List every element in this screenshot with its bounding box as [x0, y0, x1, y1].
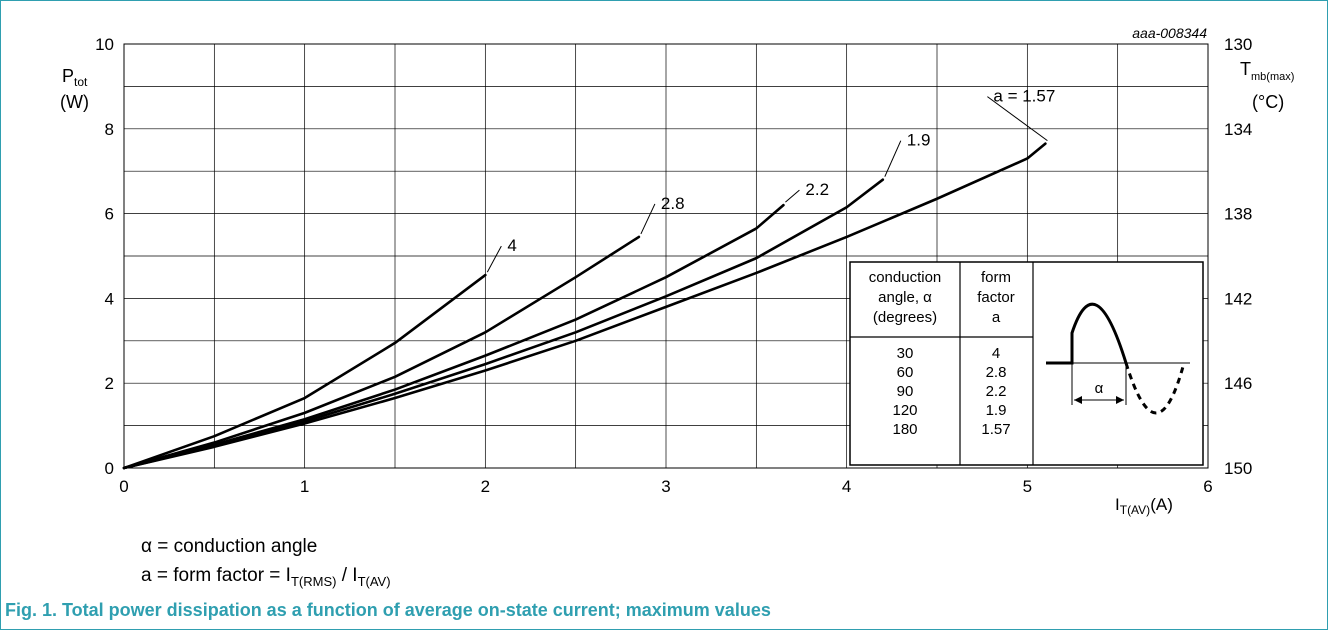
- inset-table: conduction angle, α (degrees) form factor a 30…: [849, 261, 1204, 466]
- x-tick-label: 6: [1203, 477, 1212, 496]
- form-factor-sub-rms: T(RMS): [290, 573, 337, 589]
- waveform-positive-half: [1046, 302, 1128, 365]
- inset-text: conduction angle, α (degrees) form factor a 30…: [869, 269, 1015, 438]
- y2-tick-label: 130: [1224, 35, 1252, 54]
- inset-header-conduction-angle: (degrees): [873, 309, 937, 326]
- y-axis-label-sub: tot: [74, 75, 88, 89]
- form-factor-sub-av: T(AV): [357, 573, 391, 589]
- x-axis-label-sub: T(AV): [1120, 503, 1150, 517]
- y2-axis-unit: (°C): [1252, 92, 1284, 112]
- x-axis-label: IT(AV)(A): [1115, 495, 1173, 517]
- y-tick-label: 10: [95, 35, 114, 54]
- inset-cell-form-factor: 2.8: [986, 364, 1007, 381]
- x-tick-label: 2: [481, 477, 490, 496]
- y-tick-label: 6: [105, 205, 114, 224]
- plot-border: [123, 43, 1209, 469]
- alpha-symbol: α: [141, 536, 152, 557]
- inset-header-form-factor: a: [992, 309, 1001, 326]
- x-axis-label-unit: (A): [1150, 495, 1173, 514]
- series-label: 4: [507, 236, 516, 255]
- series-line: [122, 235, 641, 470]
- curves: 4 2.8 2.2 1.9 a = 1.57: [122, 87, 1055, 470]
- waveform-diagram: [1046, 302, 1190, 415]
- chart: 42.82.21.9a = 1.57 0 1 2 3 4 5 602468101501461…: [60, 25, 1294, 517]
- x-axis-label-main: I: [1115, 495, 1120, 514]
- note-conduction-angle: α = conduction angle: [141, 536, 317, 558]
- series-label-leader: [987, 96, 1048, 142]
- inset-cell-angle: 90: [897, 383, 914, 400]
- alpha-arrowhead-left: [1074, 396, 1082, 404]
- series-label-leader: [486, 245, 502, 273]
- inset-header-conduction-angle: angle, α: [878, 289, 932, 306]
- y-axis-unit: (W): [60, 92, 89, 112]
- form-factor-prefix: a = form factor = I: [141, 565, 291, 586]
- inset-cell-angle: 60: [897, 364, 914, 381]
- y2-axis-label-sub: mb(max): [1251, 71, 1294, 83]
- series-label-leader: [785, 189, 800, 203]
- alpha-arrowhead-right: [1116, 396, 1124, 404]
- y-tick-label: 4: [105, 289, 114, 308]
- series-label: 2.8: [661, 194, 685, 213]
- inset-cell-form-factor: 1.9: [986, 402, 1007, 419]
- series-label: 1.9: [907, 131, 931, 150]
- y-tick-label: 8: [105, 120, 114, 139]
- y2-tick-label: 138: [1224, 205, 1252, 224]
- series-label-leader: [640, 203, 656, 235]
- x-tick-label: 5: [1023, 477, 1032, 496]
- x-tick-label: 3: [661, 477, 670, 496]
- inset-cell-form-factor: 4: [992, 345, 1000, 362]
- alpha-definition: = conduction angle: [151, 536, 318, 557]
- y-axis-label-main: P: [62, 66, 74, 86]
- inset-cell-angle: 120: [892, 402, 917, 419]
- series-line: [122, 178, 885, 470]
- inset-cell-form-factor: 2.2: [986, 383, 1007, 400]
- y2-tick-label: 142: [1224, 289, 1252, 308]
- x-tick-label: 4: [842, 477, 851, 496]
- inset-cell-angle: 30: [897, 345, 914, 362]
- series-line: [122, 203, 785, 470]
- note-form-factor: a = form factor = IT(RMS) / IT(AV): [141, 565, 391, 589]
- series-line: [122, 142, 1047, 470]
- y-axis-label: Ptot: [62, 66, 88, 89]
- inset-header-conduction-angle: conduction: [869, 269, 942, 286]
- form-factor-divider: / I: [336, 565, 358, 586]
- series-label-leader: [884, 140, 902, 177]
- x-tick-label: 1: [300, 477, 309, 496]
- y2-tick-label: 146: [1224, 374, 1252, 393]
- series-label: a = 1.57: [993, 87, 1055, 106]
- inset-header-form-factor: factor: [977, 289, 1015, 306]
- series-line: [122, 273, 487, 470]
- figure-id: aaa-008344: [1132, 25, 1207, 41]
- y2-axis-label: Tmb(max): [1240, 59, 1294, 83]
- inset-header-form-factor: form: [981, 269, 1011, 286]
- y2-axis-label-main: T: [1240, 59, 1251, 79]
- waveform-negative-half: [1124, 362, 1186, 415]
- figure-caption: Fig. 1. Total power dissipation as a fun…: [5, 600, 771, 620]
- inset-cell-form-factor: 1.57: [981, 421, 1010, 438]
- y-tick-label: 0: [105, 459, 114, 478]
- y2-tick-label: 134: [1224, 120, 1252, 139]
- alpha-label: α: [1095, 380, 1104, 397]
- x-tick-label: 0: [119, 477, 128, 496]
- inset-cell-angle: 180: [892, 421, 917, 438]
- y-tick-label: 2: [105, 374, 114, 393]
- series-label: 2.2: [805, 180, 829, 199]
- y2-tick-label: 150: [1224, 459, 1252, 478]
